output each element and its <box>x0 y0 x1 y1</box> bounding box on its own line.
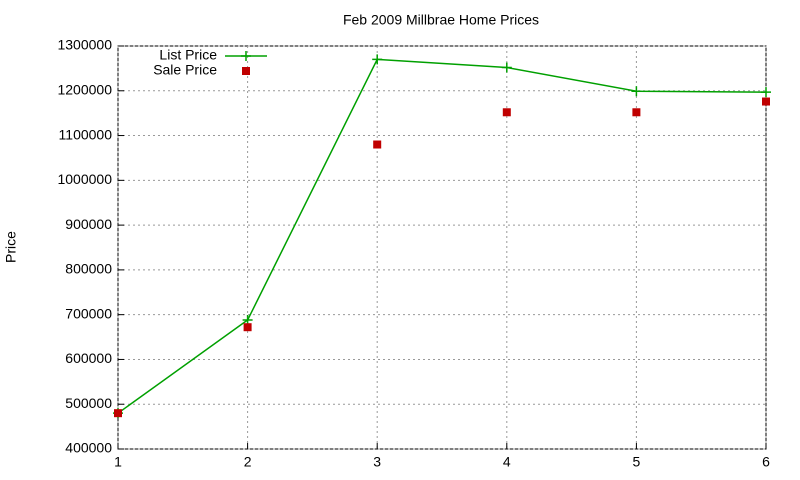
legend-marker <box>242 67 250 75</box>
y-tick-label: 600000 <box>65 350 112 366</box>
y-tick-label: 400000 <box>65 440 112 456</box>
y-tick-label: 800000 <box>65 261 112 277</box>
y-tick-label: 1100000 <box>59 126 113 142</box>
point <box>761 87 771 98</box>
x-tick-label: 4 <box>503 454 511 470</box>
point <box>762 97 770 106</box>
y-tick-label: 1200000 <box>57 81 112 97</box>
chart-title: Feb 2009 Millbrae Home Prices <box>343 12 539 28</box>
point <box>502 108 511 117</box>
legend-label: Sale Price <box>153 62 217 78</box>
plot-frame <box>117 45 767 450</box>
point <box>372 54 383 65</box>
point <box>373 140 382 149</box>
x-tick-label: 6 <box>762 454 770 470</box>
legend-label: List Price <box>159 47 217 63</box>
x-tick-label: 3 <box>373 454 381 470</box>
y-axis-label: Price <box>3 231 19 263</box>
point <box>632 108 641 117</box>
point <box>631 86 642 97</box>
series-line <box>117 58 767 414</box>
y-tick-label: 700000 <box>65 305 112 321</box>
y-tick-label: 900000 <box>65 216 112 232</box>
point <box>114 409 122 418</box>
point <box>243 323 252 332</box>
legend-marker <box>241 51 251 61</box>
point <box>501 62 512 73</box>
x-tick-label: 5 <box>633 454 641 470</box>
y-tick-label: 500000 <box>65 395 112 411</box>
y-tick-label: 1300000 <box>57 37 112 53</box>
x-tick-label: 1 <box>114 454 122 470</box>
x-tick-label: 2 <box>244 454 252 470</box>
y-tick-label: 1000000 <box>57 171 112 187</box>
